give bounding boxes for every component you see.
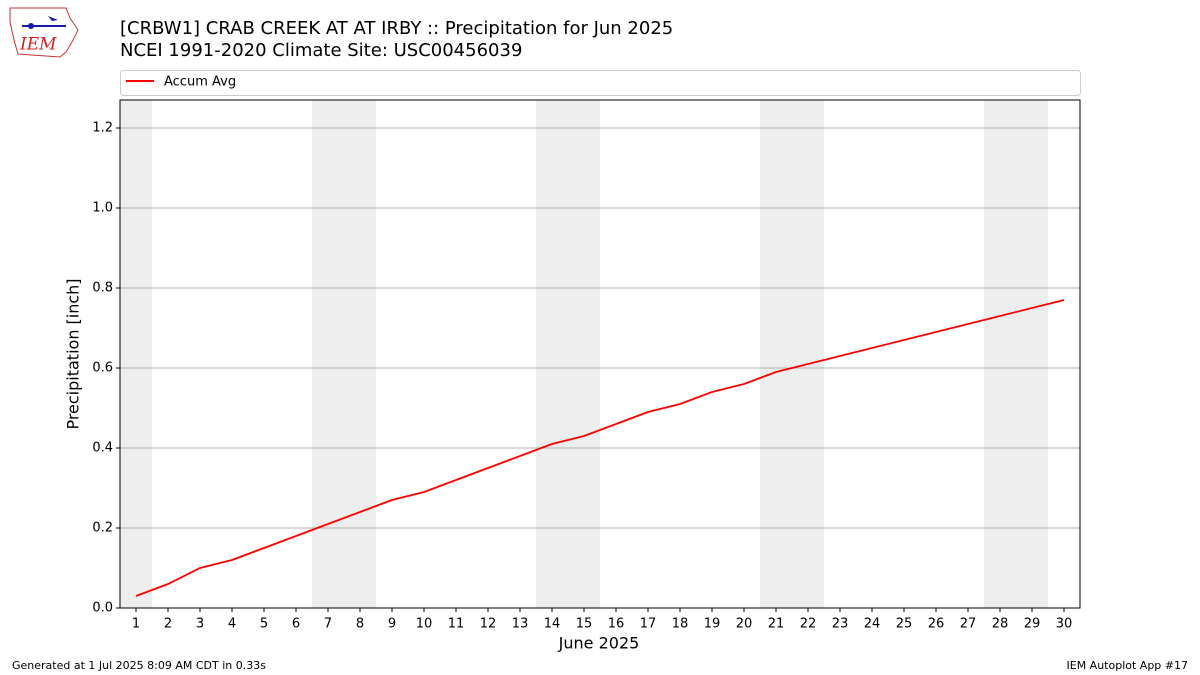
x-tick-label: 18 [672,617,689,632]
y-tick-label: 0.2 [92,521,113,536]
x-tick-label: 24 [864,617,881,632]
legend-label: Accum Avg [164,75,236,90]
x-axis-label: June 2025 [558,634,640,653]
logo-outline [9,7,79,58]
y-tick-label: 1.2 [92,121,113,136]
x-tick-label: 3 [196,617,204,632]
x-tick-label: 10 [416,617,433,632]
x-tick-label: 8 [356,617,364,632]
x-tick-label: 14 [544,617,561,632]
logo-dot [28,23,34,29]
x-tick-label: 26 [928,617,945,632]
plot-frame [119,99,1081,609]
y-tick-label: 0.0 [92,601,113,616]
weekend-band [984,100,1048,608]
x-tick-label: 1 [132,617,140,632]
logo-text: IEM [19,35,57,55]
series-line [135,299,1065,597]
y-axis-label: Precipitation [inch] [64,278,83,429]
x-tick-label: 11 [448,617,465,632]
x-tick-label: 6 [292,617,300,632]
logo: IEM [9,7,79,58]
x-tick-label: 21 [768,617,785,632]
chart-title: [CRBW1] CRAB CREEK AT AT IRBY :: Precipi… [120,18,673,39]
chart-subtitle: NCEI 1991-2020 Climate Site: USC00456039 [120,40,522,61]
x-tick-label: 7 [324,617,332,632]
weekend-band [536,100,600,608]
x-tick-label: 12 [480,617,497,632]
y-tick-label: 0.6 [92,361,113,376]
x-tick-label: 13 [512,617,529,632]
x-tick-label: 25 [896,617,913,632]
y-tick-label: 0.4 [92,441,113,456]
weekend-band [760,100,824,608]
y-tick-label: 1.0 [92,201,113,216]
x-tick-label: 30 [1056,617,1073,632]
x-tick-label: 2 [164,617,172,632]
x-tick-label: 27 [960,617,977,632]
x-tick-label: 9 [388,617,396,632]
x-tick-label: 28 [992,617,1009,632]
x-tick-label: 4 [228,617,236,632]
weekend-band [312,100,376,608]
x-tick-label: 16 [608,617,625,632]
x-tick-label: 29 [1024,617,1041,632]
y-tick-label: 0.8 [92,281,113,296]
x-tick-label: 5 [260,617,268,632]
x-tick-label: 22 [800,617,817,632]
logo-flag [48,16,58,21]
x-tick-label: 23 [832,617,849,632]
weekend-band [120,100,152,608]
x-tick-label: 19 [704,617,721,632]
legend-box [120,70,1081,96]
x-tick-label: 17 [640,617,657,632]
footer-left: Generated at 1 Jul 2025 8:09 AM CDT in 0… [12,659,266,672]
footer-right: IEM Autoplot App #17 [1067,659,1189,672]
x-tick-label: 20 [736,617,753,632]
x-tick-label: 15 [576,617,593,632]
